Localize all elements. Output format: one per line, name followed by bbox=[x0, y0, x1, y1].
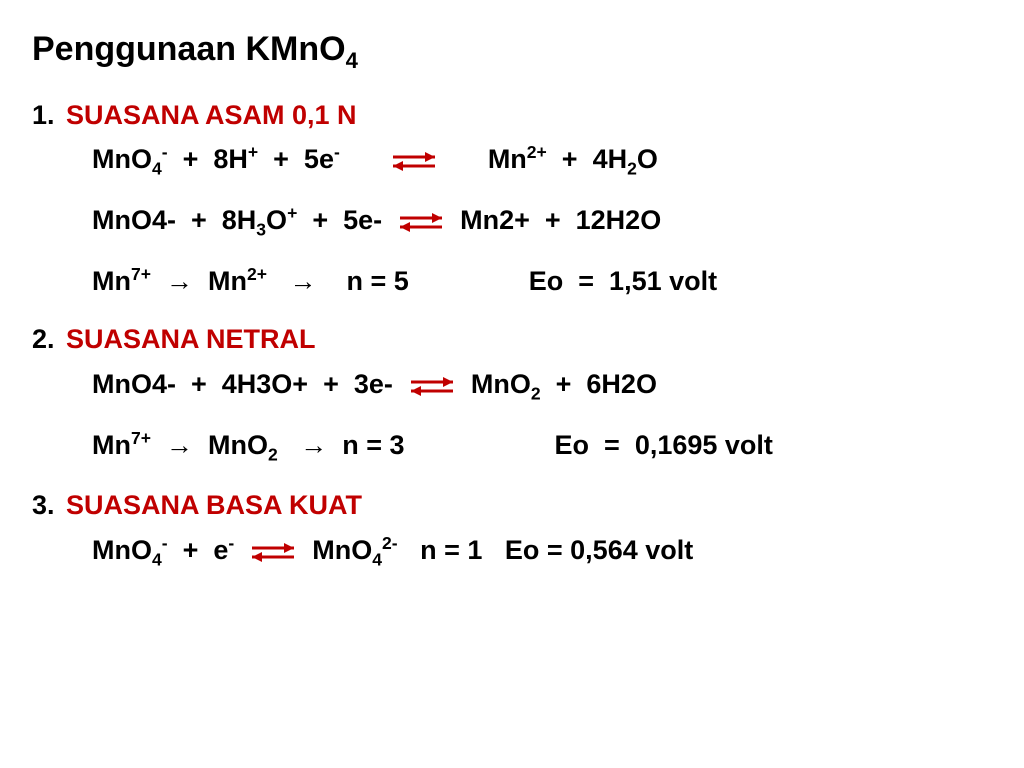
content-area: 1.SUASANA ASAM 0,1 NMnO4- + 8H+ + 5e- Mn… bbox=[32, 95, 992, 573]
equation-line: MnO4- + 4H3O+ + 3e- MnO2 + 6H2O bbox=[32, 364, 992, 407]
equation-left: MnO4- + e- bbox=[92, 535, 234, 565]
equation-left: Mn7+ → MnO2 → n = 3 bbox=[92, 430, 405, 460]
equation-left: MnO4- + 4H3O+ + 3e- bbox=[92, 369, 393, 399]
heading-text: SUASANA BASA KUAT bbox=[66, 490, 362, 520]
equilibrium-arrow-icon bbox=[396, 209, 446, 235]
equation-left: MnO4- + 8H+ + 5e- bbox=[92, 144, 340, 174]
equation-right: MnO42- n = 1 Eo = 0,564 volt bbox=[312, 535, 693, 565]
equation-right: Mn2+ + 4H2O bbox=[488, 144, 658, 174]
heading-text: SUASANA ASAM 0,1 N bbox=[66, 100, 357, 130]
equation-left: Mn7+ → Mn2+ → n = 5 bbox=[92, 266, 409, 296]
list-number: 2. bbox=[32, 319, 66, 360]
equation-left: MnO4- + 8H3O+ + 5e- bbox=[92, 205, 382, 235]
heading-text: SUASANA NETRAL bbox=[66, 324, 316, 354]
equation-right: Mn2+ + 12H2O bbox=[460, 205, 661, 235]
equation-line: MnO4- + 8H+ + 5e- Mn2+ + 4H2O bbox=[32, 139, 992, 182]
equilibrium-arrow-icon bbox=[407, 373, 457, 399]
equation-line: MnO4- + e- MnO42- n = 1 Eo = 0,564 volt bbox=[32, 530, 992, 573]
list-number: 3. bbox=[32, 485, 66, 526]
equation-line: Mn7+ → Mn2+ → n = 5 Eo = 1,51 volt bbox=[32, 261, 992, 302]
title-text: Penggunaan KMnO bbox=[32, 30, 346, 68]
title-sub: 4 bbox=[346, 48, 358, 73]
slide-title: Penggunaan KMnO4 bbox=[32, 24, 992, 77]
equation-right: Eo = 1,51 volt bbox=[529, 266, 717, 296]
equation-line: Mn7+ → MnO2 → n = 3 Eo = 0,1695 volt bbox=[32, 425, 992, 468]
section-heading: 1.SUASANA ASAM 0,1 N bbox=[32, 95, 992, 136]
list-number: 1. bbox=[32, 95, 66, 136]
section-heading: 2.SUASANA NETRAL bbox=[32, 319, 992, 360]
equilibrium-arrow-icon bbox=[389, 148, 439, 174]
equation-right: Eo = 0,1695 volt bbox=[555, 430, 773, 460]
section-heading: 3.SUASANA BASA KUAT bbox=[32, 485, 992, 526]
equation-right: MnO2 + 6H2O bbox=[471, 369, 657, 399]
equilibrium-arrow-icon bbox=[248, 539, 298, 565]
equation-line: MnO4- + 8H3O+ + 5e- Mn2+ + 12H2O bbox=[32, 200, 992, 243]
